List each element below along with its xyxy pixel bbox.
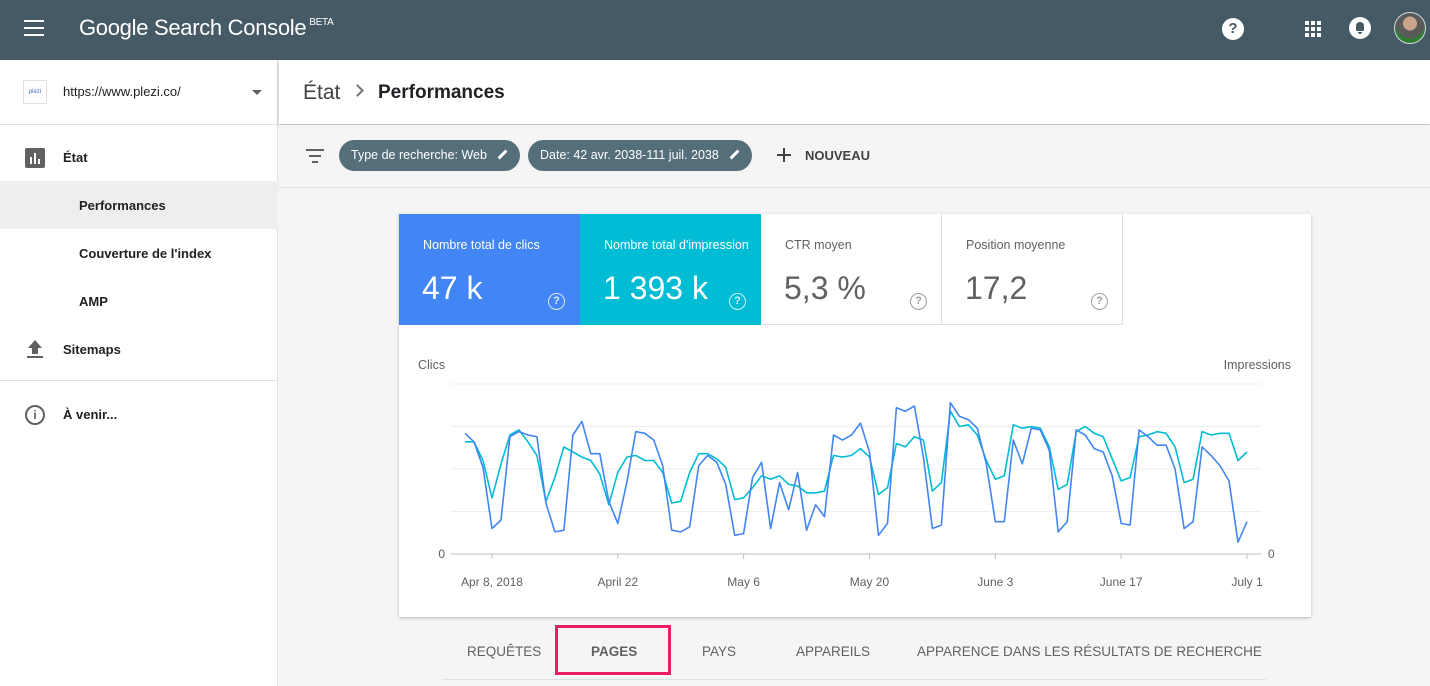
notifications-icon[interactable] [1349, 17, 1371, 39]
sidebar-item-sitemaps[interactable]: Sitemaps [0, 325, 278, 373]
edit-icon [729, 149, 740, 160]
bar-chart-icon [25, 148, 45, 168]
plus-icon [777, 148, 791, 162]
metric-value: 17,2 [965, 270, 1028, 306]
property-url: https://www.plezi.co/ [63, 84, 181, 99]
filter-chip-search-type[interactable]: Type de recherche: Web [339, 140, 520, 171]
upload-icon [25, 340, 45, 360]
metric-label: Nombre total d'impressions [604, 238, 749, 252]
breadcrumb-parent[interactable]: État [303, 81, 341, 104]
sidebar-item-label: Sitemaps [63, 342, 121, 357]
sidebar: plezi https://www.plezi.co/ État Perform… [0, 60, 278, 686]
page-header: État Performances [279, 60, 1430, 124]
y-right-tick-label: 0 [1268, 547, 1275, 561]
chevron-right-icon [351, 84, 364, 97]
metric-label: CTR moyen [785, 238, 852, 252]
filter-chip-label: Type de recherche: Web [351, 148, 487, 162]
series-line-impressions [465, 410, 1248, 506]
tab-appareils[interactable]: APPAREILS [796, 644, 871, 659]
apps-icon[interactable] [1305, 21, 1321, 37]
sidebar-item-a-venir[interactable]: i À venir... [0, 390, 278, 438]
menu-icon[interactable] [24, 20, 44, 40]
x-tick-label: April 22 [597, 575, 638, 589]
sidebar-item-couverture[interactable]: Couverture de l'index [0, 229, 278, 277]
y-left-tick-label: 0 [438, 547, 445, 561]
help-icon[interactable]: ? [1091, 293, 1108, 310]
sidebar-item-label: Performances [79, 198, 166, 213]
sidebar-divider [0, 380, 278, 381]
help-icon[interactable]: ? [548, 293, 565, 310]
sidebar-item-etat[interactable]: État [0, 133, 278, 181]
avatar[interactable] [1394, 12, 1426, 44]
tab-pages[interactable]: PAGES [591, 644, 638, 659]
sidebar-item-label: Couverture de l'index [79, 246, 212, 261]
x-tick-label: July 1 [1231, 575, 1263, 589]
metric-value: 47 k [422, 270, 483, 306]
sidebar-item-performances[interactable]: Performances [0, 181, 278, 229]
info-icon: i [25, 405, 45, 425]
sidebar-item-label: AMP [79, 294, 108, 309]
app-title[interactable]: Google Search Console BETA [79, 15, 334, 41]
chart-x-axis: Apr 8, 2018 April 22 May 6 May 20 June 3 June… [461, 554, 1263, 589]
filter-icon[interactable] [305, 149, 325, 163]
pages-tab-highlight [555, 625, 671, 675]
brand-name: Google Search Console [79, 15, 307, 40]
metric-average-ctr[interactable]: CTR moyen 5,3 % ? [761, 214, 942, 325]
top-app-bar: Google Search Console BETA ? [0, 0, 1430, 60]
filter-chip-label: Date: 42 avr. 2038-111 juil. 2038 [540, 148, 719, 162]
edit-icon [497, 149, 508, 160]
sidebar-item-label: État [63, 150, 88, 165]
chart-left-axis-title: Clics [418, 358, 446, 372]
tab-requetes[interactable]: REQUÊTES [467, 644, 542, 659]
metric-value: 1 393 k [603, 270, 708, 306]
metric-total-impressions[interactable]: Nombre total d'impressions 1 393 k ? [580, 214, 761, 325]
x-tick-label: June 3 [977, 575, 1013, 589]
x-tick-label: June 17 [1100, 575, 1143, 589]
chevron-down-icon[interactable] [252, 90, 262, 95]
performance-chart[interactable]: Apr 8, 2018 April 22 May 6 May 20 June 3 June… [399, 374, 1311, 617]
page-title: Performances [378, 82, 505, 103]
metric-label: Position moyenne [966, 238, 1066, 252]
sidebar-item-label: À venir... [63, 407, 118, 422]
help-icon[interactable]: ? [910, 293, 927, 310]
metric-value: 5,3 % [784, 270, 866, 306]
property-selector[interactable]: plezi https://www.plezi.co/ [0, 60, 278, 125]
help-icon[interactable]: ? [729, 293, 746, 310]
series-line-clics [464, 401, 1248, 543]
chart-right-axis-title: Impressions [1223, 358, 1291, 372]
filter-chip-date[interactable]: Date: 42 avr. 2038-111 juil. 2038 [528, 140, 752, 171]
metric-label: Nombre total de clics [423, 238, 540, 252]
sidebar-item-amp[interactable]: AMP [0, 277, 278, 325]
add-filter-button[interactable]: NOUVEAU [775, 140, 870, 171]
x-tick-label: May 6 [727, 575, 760, 589]
tab-apparence[interactable]: APPARENCE DANS LES RÉSULTATS DE RECHERCH… [917, 644, 1262, 659]
dimension-tabs: REQUÊTES PAGES PAYS APPAREILS APPARENCE … [442, 624, 1266, 680]
help-icon[interactable]: ? [1222, 18, 1244, 40]
metric-average-position[interactable]: Position moyenne 17,2 ? [942, 214, 1123, 325]
property-favicon: plezi [23, 80, 47, 104]
x-tick-label: May 20 [850, 575, 890, 589]
filter-bar: Type de recherche: Web Date: 42 avr. 203… [279, 125, 1430, 188]
performance-card: Nombre total de clics 47 k ? Nombre tota… [399, 214, 1311, 617]
tab-pays[interactable]: PAYS [702, 644, 737, 659]
metric-total-clicks[interactable]: Nombre total de clics 47 k ? [399, 214, 580, 325]
add-filter-label: NOUVEAU [805, 148, 871, 163]
chart-series [464, 401, 1248, 543]
x-tick-label: Apr 8, 2018 [461, 575, 523, 589]
beta-badge: BETA [309, 17, 334, 28]
chart-grid [451, 383, 1261, 555]
